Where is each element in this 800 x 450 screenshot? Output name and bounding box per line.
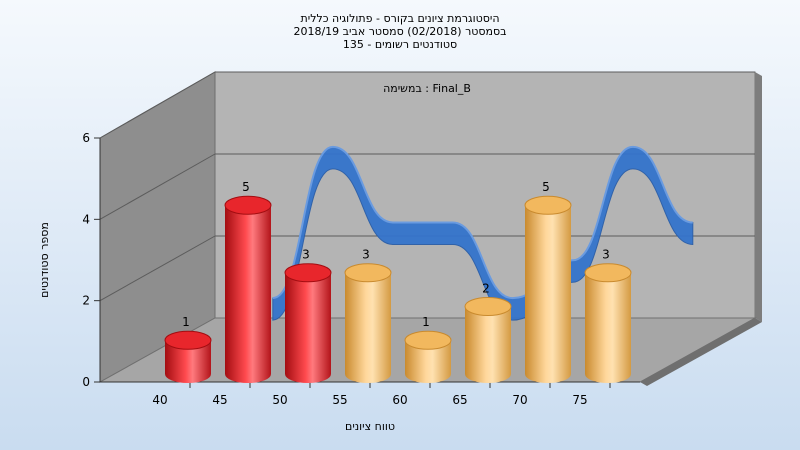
x-tick-label: 75	[572, 393, 587, 407]
x-tick-label: 55	[332, 393, 347, 407]
y-tick-label: 0	[82, 375, 90, 389]
y-tick-label: 4	[82, 212, 90, 226]
gridline-side	[99, 235, 216, 302]
right-edge	[755, 72, 762, 322]
bar-body	[585, 272, 631, 383]
bar-value-label: 3	[302, 248, 310, 262]
x-tick-label: 70	[512, 393, 527, 407]
bar	[284, 263, 332, 383]
bar-value-label: 3	[362, 248, 370, 262]
gridline-side	[99, 153, 216, 220]
bar-body	[345, 272, 391, 383]
gridline-side	[99, 71, 216, 139]
y-axis-label: מספר סטודנטים	[38, 222, 51, 298]
x-tick-label: 40	[152, 393, 167, 407]
x-tick-label: 50	[272, 393, 287, 407]
bar	[224, 195, 272, 383]
chart-subtitle: במשימה : Final_B	[383, 82, 471, 95]
x-tick-label: 45	[212, 393, 227, 407]
bar-labels: 1 5 3 3 1 2 5 3	[182, 180, 610, 329]
y-tick-label: 6	[82, 131, 90, 145]
floor-edge	[640, 318, 762, 386]
trend-ribbon-highlight	[272, 145, 693, 300]
bar-top-cap	[344, 263, 392, 283]
bar	[164, 330, 212, 383]
bar-body	[225, 205, 271, 383]
x-tick-label: 60	[392, 393, 407, 407]
x-tick-labels: 40 45 50 55 60 65 70 75	[152, 393, 587, 407]
chart-title-line-3: סטודנטים רשומים - 135	[343, 38, 457, 51]
bar-top-cap	[284, 263, 332, 283]
bar-value-label: 5	[242, 180, 250, 194]
x-tick-label: 65	[452, 393, 467, 407]
bar-value-label: 3	[602, 248, 610, 262]
bar-top-cap	[464, 296, 512, 316]
trend-ribbon	[272, 145, 694, 321]
bar	[584, 263, 632, 383]
x-axis-label: טווח ציונים	[345, 420, 395, 433]
bar-value-label: 1	[182, 315, 190, 329]
bar-body	[405, 340, 451, 383]
bars	[164, 195, 632, 383]
bar-value-label: 2	[482, 281, 490, 295]
bar-top-cap	[404, 330, 452, 350]
bar-top-cap	[164, 330, 212, 350]
bar-body	[165, 340, 211, 383]
chart-title-line-2: בסמסטר (02/2018) סמסטר אביב 2018/19	[293, 25, 506, 38]
bar-body	[465, 306, 511, 383]
bar	[524, 195, 572, 383]
bar-value-label: 1	[422, 315, 430, 329]
bar	[464, 296, 512, 383]
chart-title-line-1: היסטוגרמת ציונים בקורס - פתולוגיה כללית	[301, 12, 500, 25]
y-tick-labels: 0 2 4 6	[82, 131, 90, 389]
bar-top-cap	[224, 195, 272, 215]
y-tick-label: 2	[82, 294, 90, 308]
bar-body	[525, 205, 571, 383]
bar-value-label: 5	[542, 180, 550, 194]
bar-body	[285, 272, 331, 383]
bar	[404, 330, 452, 383]
bar-top-cap	[524, 195, 572, 215]
bar-top-cap	[584, 263, 632, 283]
bar	[344, 263, 392, 383]
